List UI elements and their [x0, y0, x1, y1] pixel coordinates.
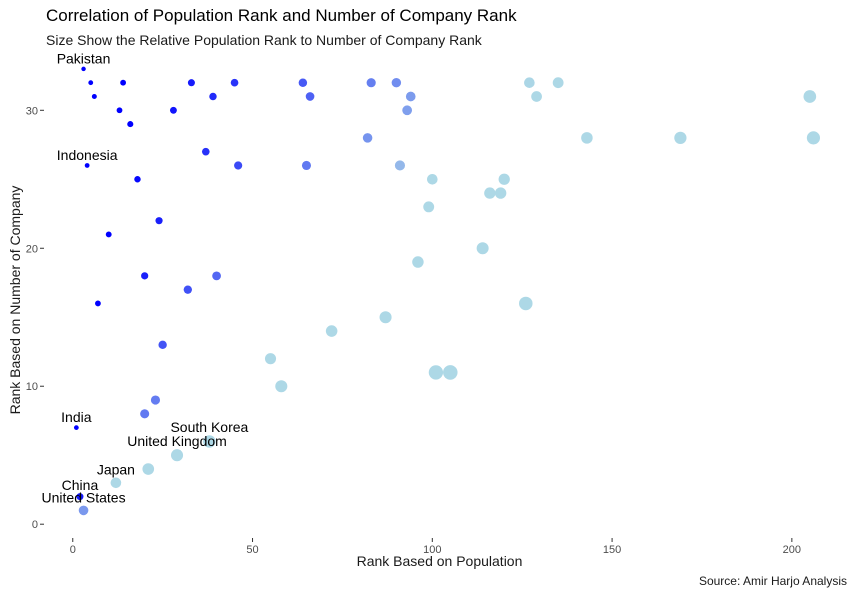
x-tick-label: 100: [423, 544, 441, 556]
data-point: [81, 66, 86, 72]
y-tick-label: 20: [26, 243, 38, 255]
data-point: [531, 91, 542, 102]
data-point: [155, 217, 163, 225]
data-point: [169, 106, 177, 114]
data-point: [78, 505, 89, 516]
data-point: [412, 256, 424, 268]
data-points: [73, 66, 821, 516]
data-point: [91, 94, 97, 99]
data-point: [423, 201, 435, 213]
point-label: United States: [42, 490, 126, 506]
data-point: [552, 77, 564, 89]
x-tick-label: 200: [783, 544, 801, 556]
chart-title: Correlation of Population Rank and Numbe…: [46, 6, 517, 25]
data-point: [95, 300, 101, 307]
data-point: [275, 380, 288, 393]
data-point: [325, 325, 338, 337]
axes: 0 50 100 150 200 0 10 20 30: [26, 105, 801, 556]
data-point: [484, 187, 496, 199]
data-point: [84, 163, 90, 168]
data-point: [581, 132, 593, 144]
x-tick-label: 50: [246, 544, 258, 556]
data-point: [142, 463, 155, 475]
data-point: [305, 92, 315, 101]
data-point: [141, 272, 149, 280]
data-point: [234, 161, 243, 170]
data-point: [379, 311, 392, 324]
data-point: [73, 425, 79, 431]
data-point: [230, 78, 239, 87]
data-point: [524, 77, 535, 88]
chart-caption: Source: Amir Harjo Analysis: [698, 574, 847, 588]
data-point: [803, 90, 817, 103]
data-point: [105, 231, 112, 238]
y-tick-label: 0: [32, 519, 38, 531]
point-label: China: [62, 477, 99, 493]
point-label: South Korea: [170, 419, 248, 435]
data-point: [362, 133, 373, 143]
data-point: [88, 80, 94, 86]
data-point: [150, 395, 161, 405]
point-label: Japan: [97, 462, 135, 478]
data-point: [402, 105, 413, 116]
data-point: [212, 271, 221, 281]
data-point: [187, 79, 195, 87]
data-point: [76, 493, 84, 501]
data-point: [806, 131, 821, 145]
data-point: [158, 340, 167, 350]
data-point: [116, 107, 123, 114]
data-point: [674, 131, 687, 145]
data-point: [127, 121, 134, 128]
data-point: [498, 173, 510, 185]
data-point: [120, 79, 126, 86]
data-point: [476, 242, 489, 255]
y-tick-label: 30: [26, 105, 38, 117]
point-label: Pakistan: [57, 51, 111, 67]
data-point: [140, 409, 150, 419]
data-point: [264, 353, 277, 365]
point-label: Indonesia: [57, 147, 118, 163]
data-point: [110, 477, 122, 489]
data-point: [134, 176, 141, 183]
data-point: [394, 160, 406, 171]
data-point: [427, 173, 438, 185]
data-point: [391, 77, 402, 88]
data-point: [203, 435, 216, 448]
data-point: [209, 92, 217, 101]
data-point: [405, 91, 416, 102]
data-point: [366, 78, 376, 88]
x-tick-label: 0: [70, 544, 76, 556]
data-point: [201, 147, 210, 156]
chart-subtitle: Size Show the Relative Population Rank t…: [46, 32, 482, 48]
data-point: [183, 285, 192, 294]
point-label: India: [61, 409, 92, 425]
y-axis-title: Rank Based on Number of Company: [7, 186, 23, 415]
data-point: [428, 365, 444, 380]
data-point: [519, 296, 533, 311]
y-tick-label: 10: [26, 381, 38, 393]
point-label: United Kingdom: [127, 433, 227, 449]
x-axis-title: Rank Based on Population: [357, 553, 523, 569]
data-point: [443, 365, 458, 380]
x-tick-label: 150: [603, 544, 621, 556]
data-point: [298, 78, 308, 87]
data-point: [170, 449, 184, 462]
data-point: [494, 187, 507, 199]
data-point: [301, 160, 312, 171]
